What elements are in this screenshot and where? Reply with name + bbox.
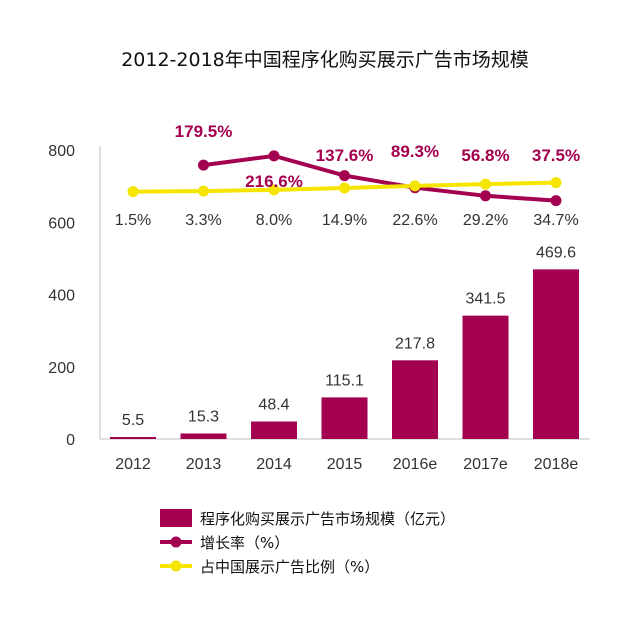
chart-title: 2012-2018年中国程序化购买展示广告市场规模 <box>121 49 529 71</box>
share-label: 29.2% <box>463 212 508 229</box>
x-tick-label: 2014 <box>256 456 292 473</box>
bar <box>392 360 438 439</box>
growth-label: 56.8% <box>461 146 509 165</box>
growth-label: 37.5% <box>532 146 580 165</box>
share-label: 1.5% <box>115 212 151 229</box>
x-tick-label: 2017e <box>463 456 508 473</box>
y-tick-label: 400 <box>48 288 75 305</box>
share-point <box>268 184 280 196</box>
growth-point <box>268 150 280 162</box>
share-label: 14.9% <box>322 212 367 229</box>
y-tick-label: 600 <box>48 215 75 232</box>
bar-value-label: 5.5 <box>122 412 144 429</box>
bar <box>110 437 156 439</box>
growth-label: 89.3% <box>391 142 439 161</box>
x-tick-label: 2018e <box>534 456 579 473</box>
bar <box>462 315 509 439</box>
growth-label: 216.6% <box>245 172 303 191</box>
bar <box>180 433 227 439</box>
share-label: 8.0% <box>256 212 292 229</box>
share-point <box>480 178 491 190</box>
bar-value-label: 217.8 <box>395 335 435 352</box>
share-label: 22.6% <box>392 212 437 229</box>
legend-swatch-point <box>170 560 182 572</box>
share-point <box>198 185 209 197</box>
bar <box>321 397 368 439</box>
bar <box>533 269 579 439</box>
growth-point <box>339 170 350 182</box>
legend-label: 增长率（%） <box>200 534 289 552</box>
bar-value-label: 48.4 <box>258 397 289 414</box>
x-tick-label: 2013 <box>186 456 222 473</box>
x-tick-label: 2016e <box>393 456 438 473</box>
bar-value-label: 115.1 <box>325 372 364 389</box>
legend-label: 程序化购买展示广告市场规模（亿元） <box>200 510 455 528</box>
growth-point <box>550 195 562 207</box>
lines <box>127 150 562 207</box>
x-tick-label: 2012 <box>115 456 151 473</box>
bar <box>251 421 297 439</box>
y-tick-label: 0 <box>66 432 75 449</box>
growth-label: 137.6% <box>316 146 374 165</box>
legend: 程序化购买展示广告市场规模（亿元） 增长率（%） 占中国展示广告比例（%） <box>160 509 455 576</box>
share-point <box>550 177 562 189</box>
share-label: 3.3% <box>185 212 221 229</box>
bar-value-label: 15.3 <box>188 408 219 425</box>
growth-line <box>203 153 557 203</box>
share-point <box>409 180 421 192</box>
legend-label: 占中国展示广告比例（%） <box>200 558 379 576</box>
growth-label: 179.5% <box>175 122 233 141</box>
y-tick-label: 800 <box>48 143 75 160</box>
growth-point <box>480 190 491 202</box>
y-tick-label: 200 <box>48 360 75 377</box>
legend-swatch-point <box>170 536 182 548</box>
share-label: 34.7% <box>533 212 578 229</box>
bars <box>110 269 579 439</box>
x-tick-label: 2015 <box>327 456 363 473</box>
bar-value-label: 469.6 <box>536 244 576 261</box>
share-point <box>339 182 350 194</box>
legend-swatch-bar <box>160 509 192 527</box>
labels: 5.5 15.3 48.4 115.1 217.8 341.5 469.6 179.5% 216… <box>115 122 580 429</box>
growth-point <box>198 159 209 171</box>
bar-value-label: 341.5 <box>465 291 505 308</box>
axes: 0 200 400 600 800 2012 2013 2014 2015 2016e 2017e 2… <box>48 143 590 473</box>
share-point <box>127 186 139 198</box>
